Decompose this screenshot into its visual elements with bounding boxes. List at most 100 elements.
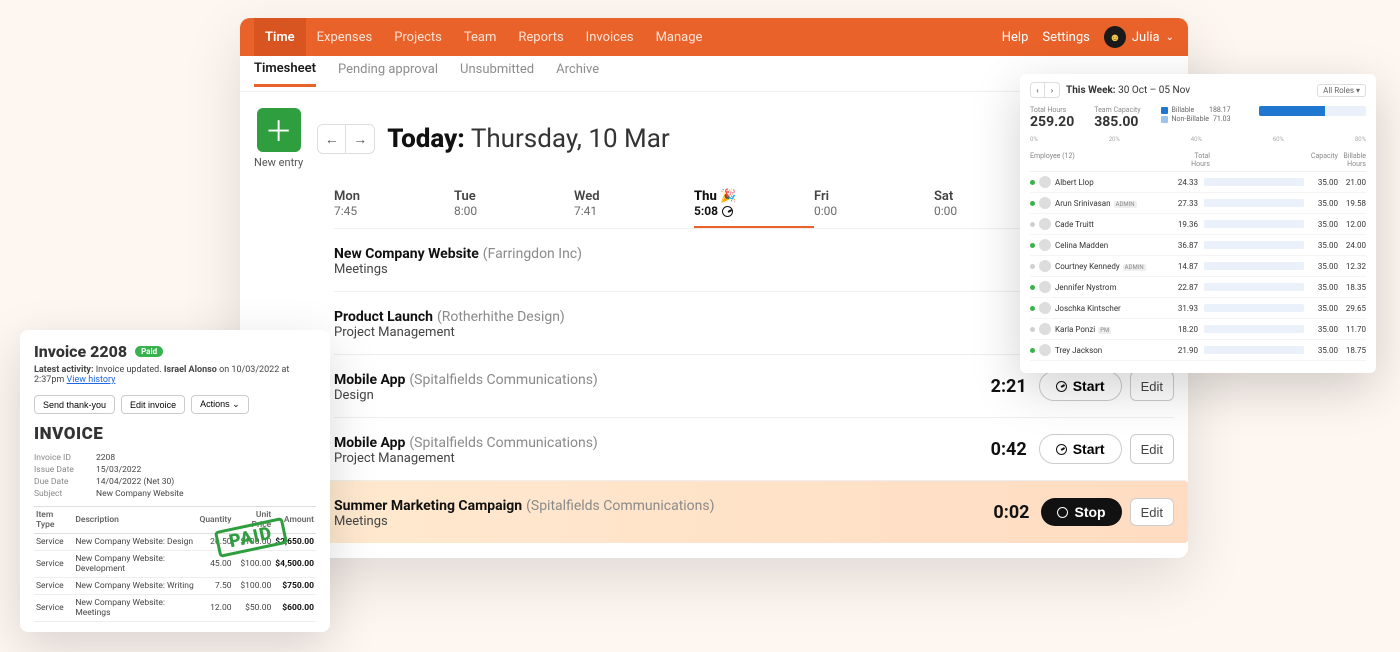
actions-menu[interactable]: Actions ⌄	[191, 395, 249, 414]
stop-button[interactable]: Stop	[1041, 498, 1121, 526]
report-legend: Billable188.17 Non-Billable71.03	[1161, 106, 1231, 123]
employee-bar	[1204, 304, 1304, 312]
employee-capacity: 35.00	[1310, 346, 1338, 355]
user-menu[interactable]: ☻ Julia ⌄	[1104, 26, 1174, 48]
employee-bar	[1204, 220, 1304, 228]
entry-project: Mobile App	[334, 372, 405, 388]
employee-row[interactable]: Joschka Kintscher 31.93 35.00 29.65	[1030, 298, 1366, 319]
employee-total: 36.87	[1170, 241, 1198, 250]
employee-capacity: 35.00	[1310, 325, 1338, 334]
nav-projects[interactable]: Projects	[383, 18, 453, 56]
invoice-title: Invoice 2208	[34, 342, 127, 361]
employee-avatar	[1039, 302, 1051, 314]
subnav-timesheet[interactable]: Timesheet	[254, 61, 316, 87]
nav-manage[interactable]: Manage	[645, 18, 714, 56]
employee-row[interactable]: Celina Madden 36.87 35.00 24.00	[1030, 235, 1366, 256]
new-entry-button[interactable]: ＋	[257, 108, 301, 152]
view-history-link[interactable]: View history	[67, 375, 116, 385]
day-mon[interactable]: Mon 7:45	[334, 185, 454, 228]
employee-total: 22.87	[1170, 283, 1198, 292]
entry-task: Meetings	[334, 262, 1095, 277]
employee-billable: 19.58	[1338, 199, 1366, 208]
employee-capacity: 35.00	[1310, 199, 1338, 208]
presence-dot	[1030, 306, 1035, 311]
employee-capacity: 35.00	[1310, 262, 1338, 271]
day-fri[interactable]: Fri 0:00	[814, 185, 934, 228]
employee-row[interactable]: Trey Jackson 21.90 35.00 18.75	[1030, 340, 1366, 361]
invoice-line: ServiceNew Company Website: Meetings12.0…	[34, 595, 316, 622]
employee-avatar	[1039, 239, 1051, 251]
settings-link[interactable]: Settings	[1042, 30, 1089, 45]
nav-time[interactable]: Time	[254, 18, 306, 56]
help-link[interactable]: Help	[1002, 30, 1029, 45]
clock-icon	[722, 206, 733, 217]
employee-avatar	[1039, 260, 1051, 272]
employee-row[interactable]: Cade Truitt 19.36 35.00 12.00	[1030, 214, 1366, 235]
employee-total: 18.20	[1170, 325, 1198, 334]
employee-bar	[1204, 325, 1304, 333]
total-hours-value: 259.20	[1030, 114, 1074, 130]
edit-invoice-button[interactable]: Edit invoice	[121, 395, 185, 414]
invoice-line: ServiceNew Company Website: Development4…	[34, 551, 316, 578]
next-week-button[interactable]: ›	[1045, 83, 1059, 97]
subnav-archive[interactable]: Archive	[556, 62, 599, 85]
employee-capacity: 35.00	[1310, 283, 1338, 292]
date-nav: ← →	[317, 124, 375, 154]
team-capacity-value: 385.00	[1094, 114, 1140, 130]
presence-dot	[1030, 180, 1035, 185]
presence-dot	[1030, 222, 1035, 227]
next-day-button[interactable]: →	[346, 125, 374, 153]
day-thu[interactable]: Thu 🎉 5:08	[694, 185, 814, 228]
employee-avatar	[1039, 323, 1051, 335]
employee-row[interactable]: Karla PonziPM 18.20 35.00 11.70	[1030, 319, 1366, 340]
new-entry-label: New entry	[254, 156, 303, 169]
employee-avatar	[1039, 218, 1051, 230]
edit-button[interactable]: Edit	[1130, 434, 1174, 464]
nav-expenses[interactable]: Expenses	[306, 18, 384, 56]
employee-row[interactable]: Courtney KennedyADMIN 14.87 35.00 12.32	[1030, 256, 1366, 277]
send-thankyou-button[interactable]: Send thank-you	[34, 395, 115, 414]
invoice-line: ServiceNew Company Website: Writing7.50$…	[34, 578, 316, 595]
employee-billable: 12.00	[1338, 220, 1366, 229]
invoice-activity: Latest activity: Invoice updated. Israel…	[34, 365, 316, 385]
prev-week-button[interactable]: ‹	[1031, 83, 1045, 97]
employee-name: Courtney KennedyADMIN	[1055, 262, 1170, 271]
edit-button[interactable]: Edit	[1130, 498, 1174, 526]
total-hours-label: Total Hours	[1030, 106, 1074, 114]
day-wed[interactable]: Wed 7:41	[574, 185, 694, 228]
nav-team[interactable]: Team	[453, 18, 508, 56]
prev-day-button[interactable]: ←	[318, 125, 346, 153]
nav-invoices[interactable]: Invoices	[575, 18, 645, 56]
subnav-pending-approval[interactable]: Pending approval	[338, 62, 438, 85]
employee-name: Cade Truitt	[1055, 220, 1170, 229]
employee-billable: 12.32	[1338, 262, 1366, 271]
subnav-unsubmitted[interactable]: Unsubmitted	[460, 62, 534, 85]
employee-name: Albert Llop	[1055, 178, 1170, 187]
employee-name: Joschka Kintscher	[1055, 304, 1170, 313]
employee-bar	[1204, 199, 1304, 207]
team-capacity-label: Team Capacity	[1094, 106, 1140, 114]
edit-button[interactable]: Edit	[1130, 371, 1174, 401]
invoice-card: Invoice 2208 Paid Latest activity: Invoi…	[20, 330, 330, 632]
status-badge: Paid	[135, 346, 163, 357]
employee-bar	[1204, 283, 1304, 291]
today-label: Today:	[387, 124, 465, 154]
employee-bar	[1204, 178, 1304, 186]
entry-task: Project Management	[334, 325, 1095, 340]
entry-task: Meetings	[334, 514, 962, 529]
presence-dot	[1030, 327, 1035, 332]
start-button[interactable]: Start	[1039, 434, 1122, 464]
roles-filter[interactable]: All Roles ▾	[1317, 84, 1366, 97]
employee-capacity: 35.00	[1310, 304, 1338, 313]
capacity-bar	[1259, 106, 1366, 116]
start-button[interactable]: Start	[1039, 371, 1122, 401]
employee-capacity: 35.00	[1310, 178, 1338, 187]
employee-row[interactable]: Arun SrinivasanADMIN 27.33 35.00 19.58	[1030, 193, 1366, 214]
entry-client: (Farringdon Inc)	[483, 246, 582, 262]
entry-client: (Spitalfields Communications)	[409, 435, 597, 451]
day-tue[interactable]: Tue 8:00	[454, 185, 574, 228]
nav-reports[interactable]: Reports	[507, 18, 574, 56]
employee-row[interactable]: Albert Llop 24.33 35.00 21.00	[1030, 172, 1366, 193]
entry-client: (Rotherhithe Design)	[437, 309, 565, 325]
employee-row[interactable]: Jennifer Nystrom 22.87 35.00 18.35	[1030, 277, 1366, 298]
